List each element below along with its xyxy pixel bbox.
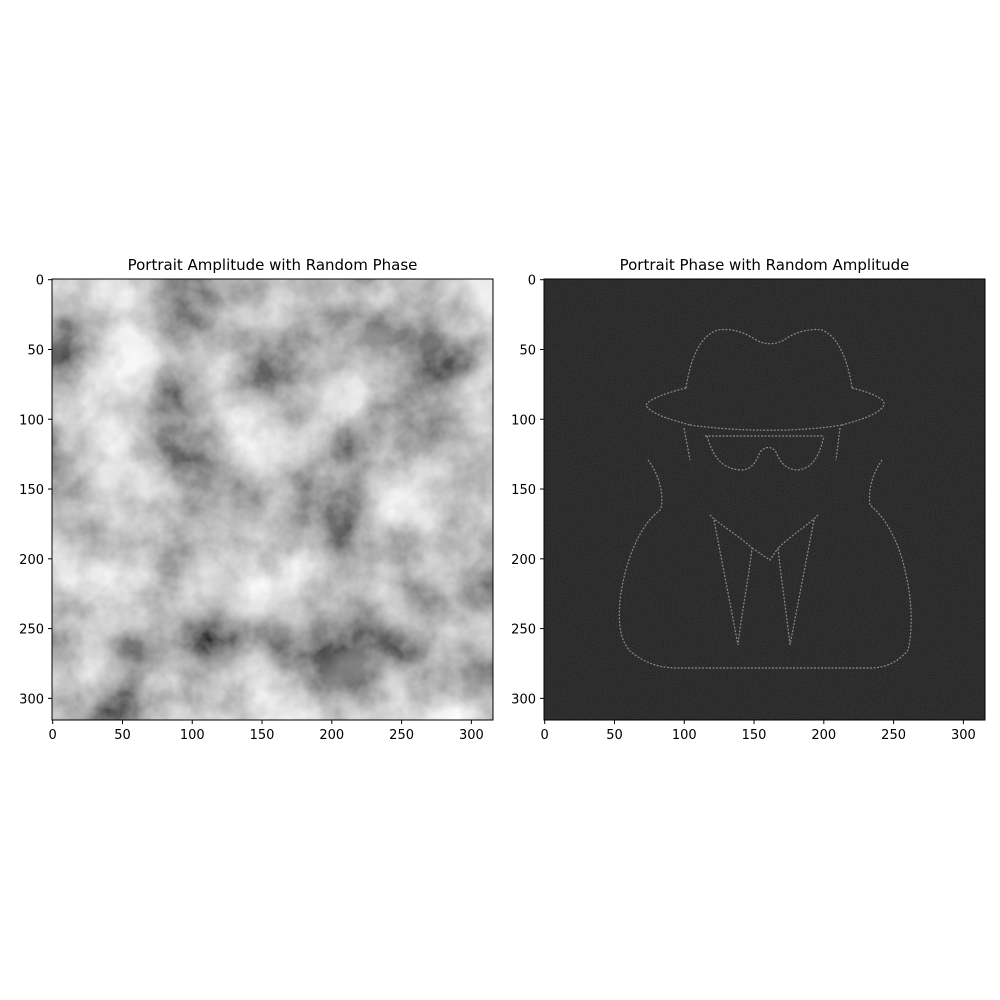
left-x-tick-label: 100	[180, 728, 205, 743]
right-x-tick-label: 100	[672, 728, 697, 743]
left-x-tick-label: 300	[459, 728, 484, 743]
right-y-tick-label: 0	[528, 274, 536, 289]
left-x-tick-label: 150	[250, 728, 275, 743]
left-x-tick-label: 200	[319, 728, 344, 743]
right-x-tick-label: 300	[951, 728, 976, 743]
right-phase-image	[544, 279, 985, 720]
right-axis-ticks: 0 50 100 150 200 250 300 0 50 100 150 200 250 300	[511, 274, 976, 743]
left-amplitude-image	[52, 279, 493, 720]
left-x-tick-label: 0	[49, 728, 57, 743]
left-y-tick-label: 300	[19, 692, 44, 707]
right-panel-title: Portrait Phase with Random Amplitude	[619, 256, 910, 274]
right-axes-frame	[543, 278, 986, 721]
right-y-tick-label: 50	[519, 343, 536, 358]
right-y-tick-label: 300	[511, 692, 536, 707]
left-x-tick-label: 250	[389, 728, 414, 743]
right-x-tick-label: 50	[606, 728, 623, 743]
left-axes-frame	[51, 278, 494, 721]
left-panel-title: Portrait Amplitude with Random Phase	[127, 256, 418, 274]
right-y-tick-label: 250	[511, 623, 536, 638]
left-y-tick-label: 200	[19, 553, 44, 568]
incognito-outline	[618, 328, 912, 669]
right-x-tick-label: 250	[881, 728, 906, 743]
left-y-tick-label: 0	[36, 274, 44, 289]
left-y-tick-label: 100	[19, 413, 44, 428]
right-y-tick-label: 100	[511, 413, 536, 428]
right-y-tick-label: 150	[511, 483, 536, 498]
right-y-tick-label: 200	[511, 553, 536, 568]
left-y-tick-label: 250	[19, 623, 44, 638]
left-x-tick-label: 50	[114, 728, 131, 743]
left-y-tick-label: 150	[19, 483, 44, 498]
right-x-tick-label: 150	[742, 728, 767, 743]
left-axis-ticks: 0 50 100 150 200 250 300 0 50 100 150 200 250 300	[19, 274, 484, 743]
left-y-tick-label: 50	[27, 343, 44, 358]
right-x-tick-label: 200	[811, 728, 836, 743]
right-x-tick-label: 0	[541, 728, 549, 743]
